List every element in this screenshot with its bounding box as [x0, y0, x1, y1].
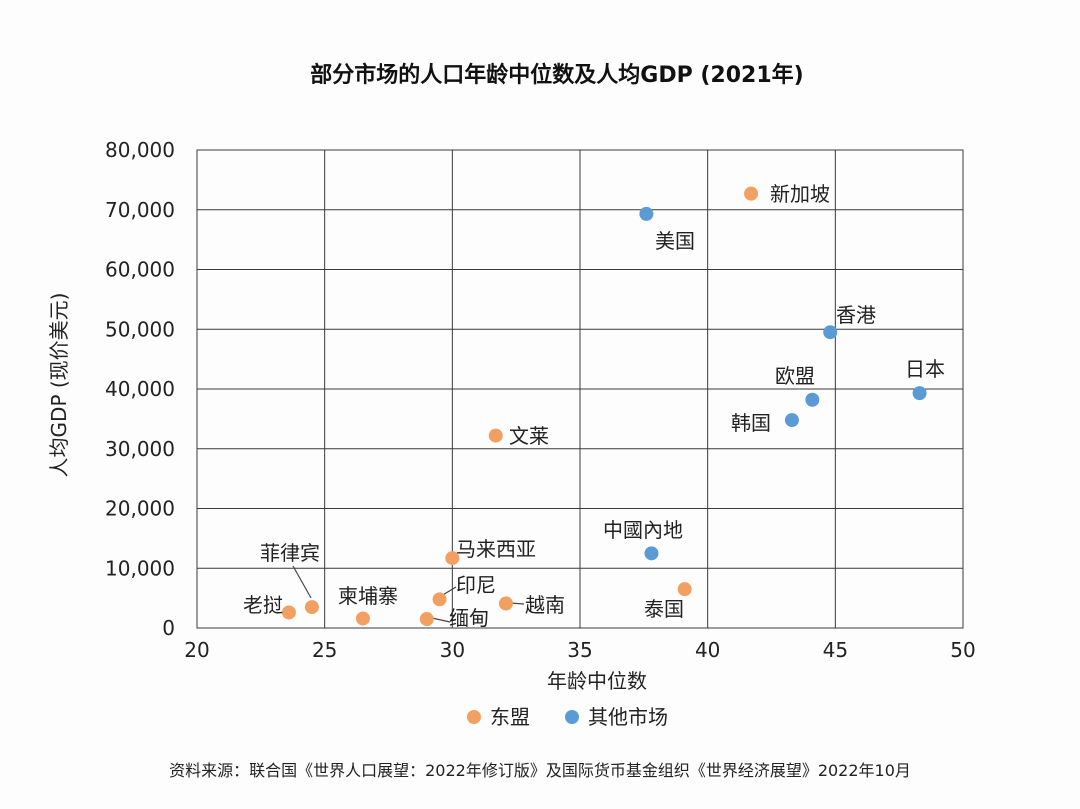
- data-label: 韩国: [731, 411, 771, 435]
- y-tick-labels: 0 10,000 20,000 30,000 40,000 50,000 60,000 70,…: [105, 138, 175, 640]
- x-tick-label: 20: [184, 638, 209, 662]
- data-point: [912, 386, 927, 401]
- x-tick-label: 50: [950, 638, 975, 662]
- x-tick-label: 45: [823, 638, 848, 662]
- data-point: [432, 592, 447, 607]
- y-tick-label: 20,000: [105, 497, 175, 521]
- legend-marker-asean: [467, 710, 481, 724]
- data-point: [419, 612, 434, 627]
- y-tick-label: 0: [162, 616, 175, 640]
- data-point: [644, 546, 659, 561]
- data-point: [784, 413, 799, 428]
- data-point: [677, 582, 692, 597]
- data-label: 欧盟: [775, 364, 815, 388]
- data-point: [498, 596, 513, 611]
- legend-marker-other: [565, 710, 579, 724]
- y-tick-label: 10,000: [105, 556, 175, 580]
- y-tick-label: 80,000: [105, 138, 175, 162]
- source-note: 资料来源：联合国《世界人口展望：2022年修订版》及国际货币基金组织《世界经济展…: [169, 761, 911, 780]
- legend-label-asean: 东盟: [490, 705, 530, 729]
- data-label: 马来西亚: [456, 537, 536, 561]
- data-label: 印尼: [456, 573, 496, 597]
- y-tick-label: 70,000: [105, 198, 175, 222]
- x-tick-label: 35: [567, 638, 592, 662]
- data-label: 新加坡: [770, 182, 830, 206]
- data-point: [805, 392, 820, 407]
- data-point: [281, 605, 296, 620]
- grid: [196, 149, 964, 629]
- data-label: 柬埔寨: [338, 584, 398, 608]
- data-point: [445, 551, 460, 566]
- leader-line: [431, 617, 451, 623]
- data-label: 越南: [525, 593, 565, 617]
- y-tick-label: 60,000: [105, 258, 175, 282]
- data-point: [304, 600, 319, 615]
- data-label: 日本: [905, 357, 945, 381]
- x-tick-label: 30: [440, 638, 465, 662]
- data-label: 菲律宾: [260, 541, 320, 565]
- y-tick-label: 40,000: [105, 377, 175, 401]
- data-label: 中國內地: [603, 518, 683, 542]
- data-point: [744, 186, 759, 201]
- legend-label-other: 其他市场: [588, 705, 668, 729]
- chart-title: 部分市场的人口年龄中位数及人均GDP (2021年): [310, 62, 803, 88]
- y-tick-label: 50,000: [105, 317, 175, 341]
- y-axis-title: 人均GDP (现价美元): [47, 293, 71, 478]
- legend: 东盟 其他市场: [467, 705, 668, 729]
- x-tick-label: 40: [695, 638, 720, 662]
- data-label: 香港: [836, 303, 876, 327]
- data-point: [639, 206, 654, 221]
- data-label: 美国: [655, 229, 695, 253]
- x-tick-labels: 20 25 30 35 40 45 50: [184, 638, 975, 662]
- data-point: [488, 428, 503, 443]
- x-tick-label: 25: [312, 638, 337, 662]
- data-point: [823, 325, 838, 340]
- data-point: [355, 611, 370, 626]
- data-label: 缅甸: [449, 606, 489, 630]
- data-label: 泰国: [644, 597, 684, 621]
- x-axis-title: 年龄中位数: [547, 669, 647, 693]
- data-label: 文莱: [509, 424, 549, 448]
- data-label: 老挝: [243, 593, 283, 617]
- y-tick-label: 30,000: [105, 437, 175, 461]
- leader-line: [292, 565, 312, 599]
